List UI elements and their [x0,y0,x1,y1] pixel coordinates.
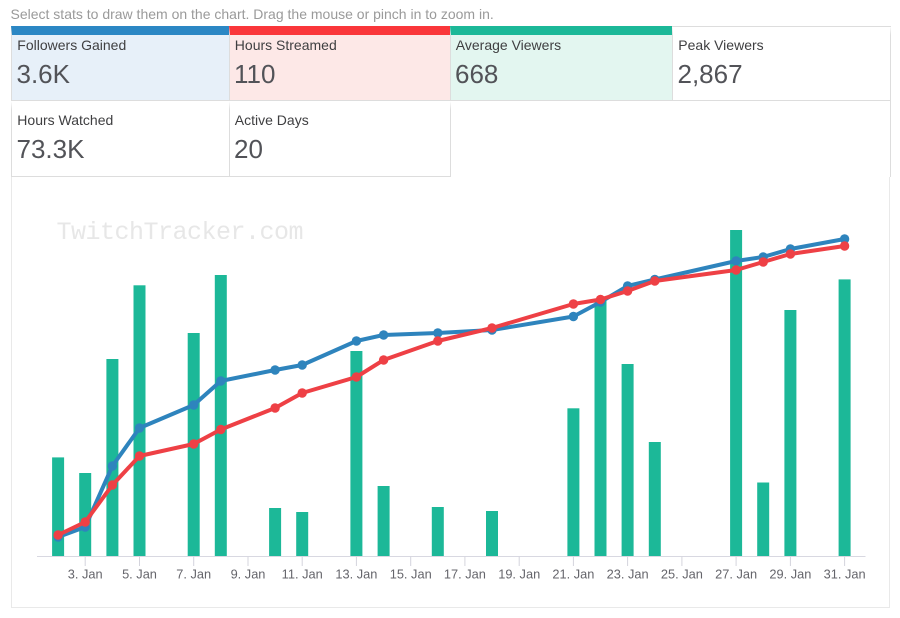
svg-text:29. Jan: 29. Jan [769,567,811,582]
svg-text:11. Jan: 11. Jan [282,567,323,582]
svg-text:21. Jan: 21. Jan [552,567,594,582]
svg-text:31. Jan: 31. Jan [824,567,866,582]
svg-text:9. Jan: 9. Jan [231,567,266,582]
svg-text:17. Jan: 17. Jan [444,567,486,582]
svg-text:3. Jan: 3. Jan [68,567,103,582]
svg-text:13. Jan: 13. Jan [335,567,377,582]
svg-text:27. Jan: 27. Jan [715,567,757,582]
svg-text:7. Jan: 7. Jan [176,567,211,582]
svg-text:25. Jan: 25. Jan [661,567,703,582]
svg-text:15. Jan: 15. Jan [390,567,432,582]
svg-text:19. Jan: 19. Jan [498,567,540,582]
svg-text:5. Jan: 5. Jan [122,567,157,582]
svg-text:23. Jan: 23. Jan [607,567,649,582]
